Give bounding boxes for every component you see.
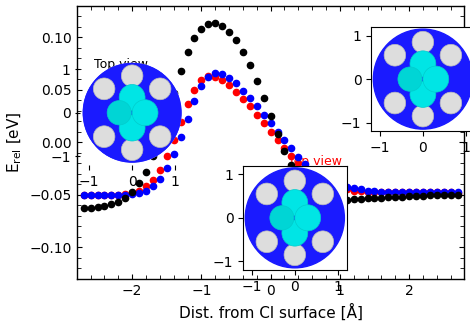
Circle shape <box>245 168 345 268</box>
Circle shape <box>284 244 306 266</box>
Text: Top view: Top view <box>288 155 342 172</box>
Circle shape <box>121 65 143 87</box>
Circle shape <box>132 100 158 126</box>
Circle shape <box>373 29 470 129</box>
Circle shape <box>149 126 171 148</box>
Circle shape <box>384 92 406 114</box>
Circle shape <box>119 84 145 111</box>
X-axis label: Dist. from Cl surface [Å]: Dist. from Cl surface [Å] <box>179 303 362 320</box>
Circle shape <box>83 63 182 163</box>
Circle shape <box>94 126 115 148</box>
Circle shape <box>410 81 436 107</box>
Circle shape <box>384 44 406 66</box>
Circle shape <box>295 205 321 231</box>
Circle shape <box>270 206 294 230</box>
Circle shape <box>149 78 171 100</box>
Circle shape <box>412 31 434 53</box>
Circle shape <box>121 139 143 161</box>
Circle shape <box>256 183 278 205</box>
Circle shape <box>423 66 449 92</box>
Circle shape <box>440 44 462 66</box>
Circle shape <box>284 170 306 192</box>
Circle shape <box>312 231 334 253</box>
Text: Top view: Top view <box>381 35 439 89</box>
Circle shape <box>398 67 422 91</box>
Circle shape <box>256 231 278 253</box>
Circle shape <box>119 115 145 141</box>
Y-axis label: E$_{\rm rel}$ [eV]: E$_{\rm rel}$ [eV] <box>6 111 24 173</box>
Circle shape <box>410 51 436 77</box>
Text: Top view: Top view <box>94 58 148 108</box>
Circle shape <box>312 183 334 205</box>
Circle shape <box>440 92 462 114</box>
Circle shape <box>94 78 115 100</box>
Circle shape <box>282 220 308 246</box>
Circle shape <box>107 101 131 125</box>
Circle shape <box>412 105 434 127</box>
Circle shape <box>282 190 308 216</box>
